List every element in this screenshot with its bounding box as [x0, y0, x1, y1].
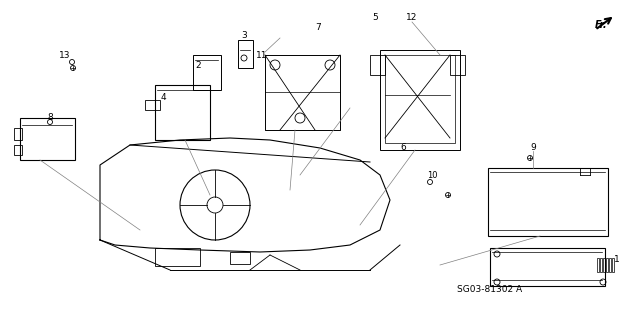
Bar — [606, 258, 608, 272]
Text: 1: 1 — [614, 256, 620, 264]
Bar — [193, 55, 221, 90]
Text: 6: 6 — [400, 144, 406, 152]
Bar — [20, 118, 75, 160]
Bar — [14, 128, 22, 140]
Text: 4: 4 — [160, 93, 166, 101]
Text: 11: 11 — [256, 50, 268, 60]
Text: 10: 10 — [427, 170, 437, 180]
Bar — [603, 258, 605, 272]
Bar — [490, 248, 605, 286]
Bar — [155, 248, 200, 266]
Bar — [370, 55, 385, 75]
Bar — [230, 252, 250, 264]
Text: 2: 2 — [195, 61, 201, 70]
Bar — [380, 50, 460, 150]
Bar — [450, 55, 465, 75]
Bar — [600, 258, 602, 272]
Text: Fr.: Fr. — [595, 20, 607, 30]
Bar — [597, 258, 599, 272]
Bar — [238, 40, 253, 68]
Text: 8: 8 — [47, 114, 53, 122]
Bar — [155, 85, 210, 140]
Text: 3: 3 — [241, 31, 247, 40]
Text: 13: 13 — [60, 50, 71, 60]
Bar — [145, 100, 160, 110]
Text: 7: 7 — [315, 24, 321, 33]
Bar — [609, 258, 611, 272]
Bar — [488, 168, 608, 236]
Bar — [612, 258, 614, 272]
Text: SG03-81302 A: SG03-81302 A — [458, 286, 523, 294]
Text: 12: 12 — [406, 13, 418, 23]
Bar — [14, 145, 22, 155]
Bar — [385, 55, 455, 143]
Text: 9: 9 — [530, 144, 536, 152]
Text: 5: 5 — [372, 13, 378, 23]
